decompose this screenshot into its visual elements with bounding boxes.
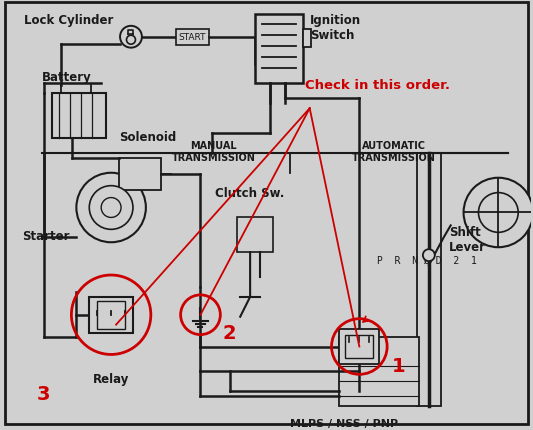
Bar [89,297,133,333]
Text: Check in this order.: Check in this order. [305,79,450,92]
Bar [255,15,303,84]
Text: Clutch Sw.: Clutch Sw. [215,186,285,199]
Circle shape [101,198,121,218]
Text: P  R  N Ø D  2  1: P R N Ø D 2 1 [377,255,477,266]
Text: 3: 3 [37,384,50,403]
Circle shape [464,178,533,248]
Circle shape [479,193,518,233]
Circle shape [120,27,142,49]
Text: Shift
Lever: Shift Lever [449,226,486,254]
Bar [345,335,373,359]
Text: Solenoid: Solenoid [119,131,176,144]
Text: MANUAL
TRANSMISSION: MANUAL TRANSMISSION [172,141,255,162]
Bar [176,30,209,46]
Circle shape [89,186,133,230]
Bar [52,94,106,139]
Circle shape [423,250,435,261]
Text: AUTOMATIC
TRANSMISSION: AUTOMATIC TRANSMISSION [352,141,436,162]
Text: Ignition
Switch: Ignition Switch [310,14,361,42]
Bar [417,154,441,406]
Text: v8: v8 [30,286,186,404]
Text: 1: 1 [392,356,406,375]
Text: Starter: Starter [22,230,69,243]
Bar [340,329,379,365]
Bar [119,159,161,190]
Text: Lock Cylinder: Lock Cylinder [24,14,113,27]
Bar [303,30,311,48]
Text: 2: 2 [222,323,236,342]
Bar [97,301,125,329]
Text: START: START [179,33,206,42]
Circle shape [76,173,146,243]
Circle shape [126,36,135,45]
Bar [340,337,419,406]
Text: Relay: Relay [93,372,130,385]
Text: Battery: Battery [42,71,91,84]
Bar [237,218,273,252]
Text: MLPS / NSS / PNP: MLPS / NSS / PNP [290,418,398,428]
